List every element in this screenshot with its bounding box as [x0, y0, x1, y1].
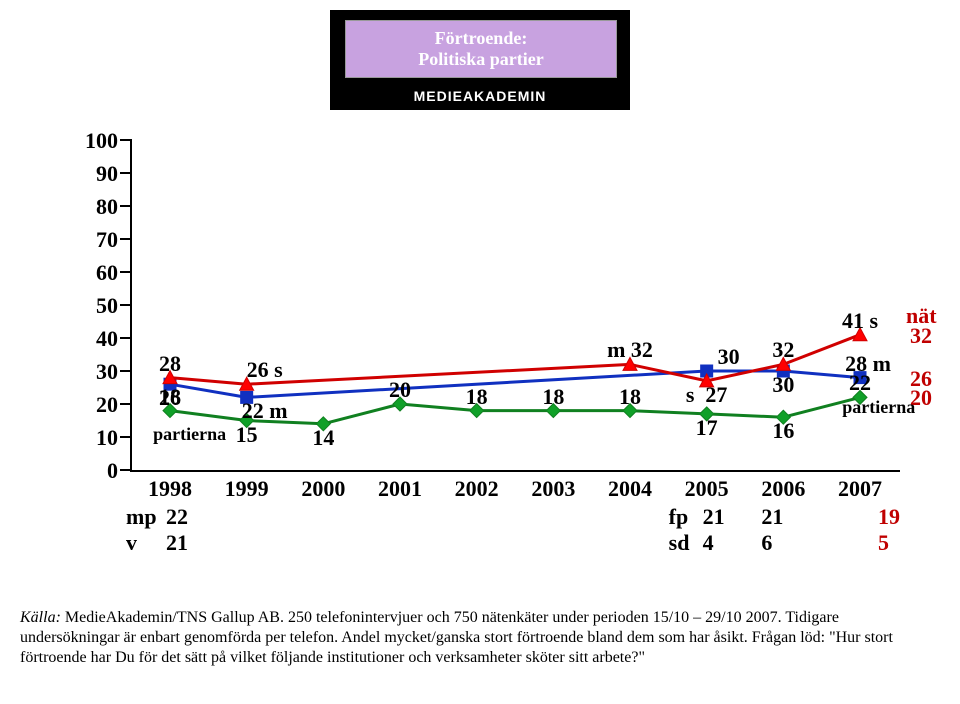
data-label: 32	[772, 337, 794, 363]
data-label: 30	[772, 372, 794, 398]
y-tick-label: 60	[70, 260, 118, 286]
plot-area: 181514201818181716222622 m303028 m2826 s…	[130, 140, 900, 470]
data-label: 20	[389, 377, 411, 403]
y-tick-label: 0	[70, 458, 118, 484]
below-right-row: fp212119	[669, 504, 900, 530]
x-axis	[130, 470, 900, 472]
page: { "title": {"line1": "Förtroende:", "lin…	[0, 0, 960, 704]
series-label: partierna	[842, 397, 915, 418]
data-label: 22 m	[242, 398, 288, 424]
data-label: 30	[718, 344, 740, 370]
x-tick-label: 2001	[378, 476, 422, 502]
y-tick-label: 100	[70, 128, 118, 154]
data-label: 17	[696, 415, 718, 441]
nat-value: 32	[910, 323, 932, 349]
y-tick-label: 90	[70, 161, 118, 187]
caption-text: MedieAkademin/TNS Gallup AB. 250 telefon…	[20, 609, 893, 666]
data-label: 15	[236, 422, 258, 448]
data-label: 18	[466, 384, 488, 410]
title-line2: Politiska partier	[418, 49, 543, 70]
x-tick-label: 2007	[838, 476, 882, 502]
data-label: 26	[159, 385, 181, 411]
below-left-row: mp22	[126, 504, 188, 530]
below-left-row: v21	[126, 530, 188, 556]
y-tick-label: 30	[70, 359, 118, 385]
x-tick-label: 2002	[455, 476, 499, 502]
y-tick-label: 70	[70, 227, 118, 253]
x-tick-label: 2000	[301, 476, 345, 502]
title-line1: Förtroende:	[435, 28, 528, 49]
data-label: 28	[159, 351, 181, 377]
y-tick-label: 80	[70, 194, 118, 220]
y-tick-label: 40	[70, 326, 118, 352]
data-label: 18	[619, 384, 641, 410]
data-label: s 27	[686, 382, 728, 408]
y-tick-label: 50	[70, 293, 118, 319]
below-right-row: sd465	[669, 530, 889, 556]
x-tick-label: 2004	[608, 476, 652, 502]
x-tick-label: 1998	[148, 476, 192, 502]
title-box: Förtroende: Politiska partier MEDIEAKADE…	[330, 10, 630, 110]
x-tick-label: 2005	[685, 476, 729, 502]
x-tick-label: 2006	[761, 476, 805, 502]
data-label: 26 s	[247, 357, 283, 383]
series-label: partierna	[153, 424, 226, 445]
y-tick-label: 20	[70, 392, 118, 418]
caption: Källa: MedieAkademin/TNS Gallup AB. 250 …	[20, 608, 940, 668]
y-tick-label: 10	[70, 425, 118, 451]
data-label: 28 m	[845, 351, 891, 377]
x-tick-label: 1999	[225, 476, 269, 502]
chart: 0102030405060708090100 19981999200020012…	[70, 140, 900, 510]
data-label: 41 s	[842, 308, 878, 334]
data-label: 14	[312, 425, 334, 451]
data-label: 16	[772, 418, 794, 444]
data-label: 18	[542, 384, 564, 410]
data-label: m 32	[607, 337, 653, 363]
x-tick-label: 2003	[531, 476, 575, 502]
title-inner: Förtroende: Politiska partier	[345, 20, 617, 78]
logo-text: MEDIEAKADEMIN	[330, 88, 630, 104]
caption-source-prefix: Källa:	[20, 609, 61, 626]
